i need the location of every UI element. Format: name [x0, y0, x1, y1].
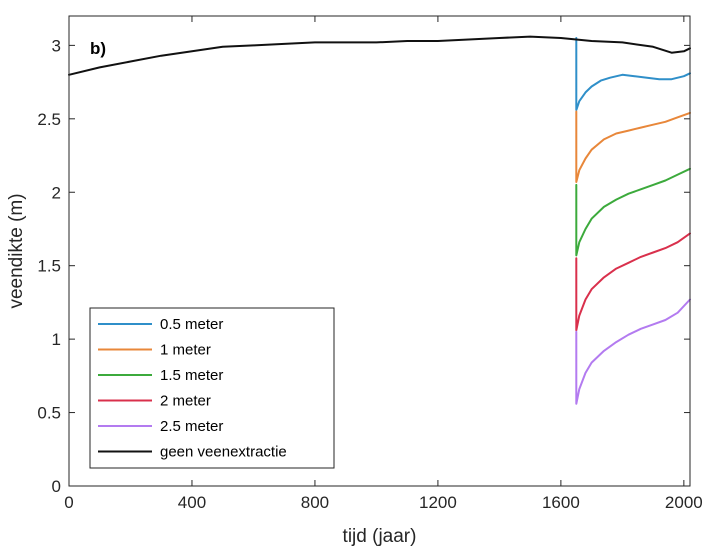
y-tick-label: 2.5	[37, 110, 61, 129]
legend-label: 1.5 meter	[160, 367, 223, 384]
x-tick-label: 400	[178, 493, 206, 512]
x-tick-label: 0	[64, 493, 73, 512]
legend-box	[89, 307, 335, 469]
y-tick-label: 1	[52, 330, 61, 349]
legend-label: 0.5 meter	[160, 316, 223, 333]
axes-box	[68, 15, 691, 487]
series-line	[68, 35, 691, 76]
panel-label: b)	[90, 39, 106, 58]
series-line	[575, 37, 691, 111]
series-line	[575, 167, 691, 257]
legend-label: 2.5 meter	[160, 418, 223, 435]
x-tick-label: 800	[301, 493, 329, 512]
plot-area	[68, 35, 691, 405]
x-axis-title: tijd (jaar)	[343, 526, 417, 547]
legend-label: 2 meter	[160, 393, 211, 410]
y-tick-label: 3	[52, 36, 61, 55]
x-tick-label: 2000	[665, 493, 703, 512]
y-tick-label: 0	[52, 477, 61, 496]
y-tick-label: 2	[52, 183, 61, 202]
x-tick-label: 1200	[419, 493, 457, 512]
x-tick-label: 1600	[542, 493, 580, 512]
y-axis-title: veendikte (m)	[6, 193, 27, 308]
y-tick-label: 1.5	[37, 257, 61, 276]
legend-label: 1 meter	[160, 342, 211, 359]
y-tick-label: 0.5	[37, 404, 61, 423]
legend: 0.5 meter 1 meter 1.5 meter 2 meter 2.5 mete…	[89, 307, 335, 469]
series-line	[575, 298, 691, 405]
axes: 0 400 800 1200 1600 2000 0 0.5 1 1.5 2 2.5 3	[37, 15, 703, 512]
series-line	[575, 110, 691, 183]
series-line	[575, 232, 691, 332]
legend-label: geen veenextractie	[160, 444, 287, 461]
